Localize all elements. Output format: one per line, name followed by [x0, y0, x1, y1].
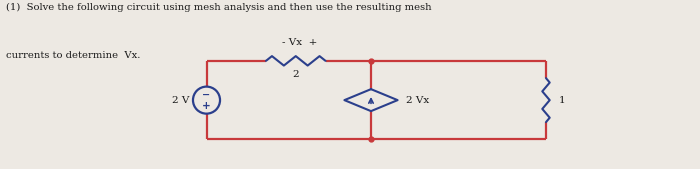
Text: +: +	[202, 101, 211, 111]
Text: (1)  Solve the following circuit using mesh analysis and then use the resulting : (1) Solve the following circuit using me…	[6, 3, 431, 12]
Text: 1: 1	[559, 96, 565, 105]
Text: - Vx  +: - Vx +	[281, 38, 317, 47]
Text: −: −	[202, 90, 211, 100]
Text: 2 Vx: 2 Vx	[406, 96, 429, 105]
Text: 2 V: 2 V	[172, 96, 190, 105]
Text: 2: 2	[293, 70, 299, 79]
Text: currents to determine  Vx.: currents to determine Vx.	[6, 51, 140, 60]
